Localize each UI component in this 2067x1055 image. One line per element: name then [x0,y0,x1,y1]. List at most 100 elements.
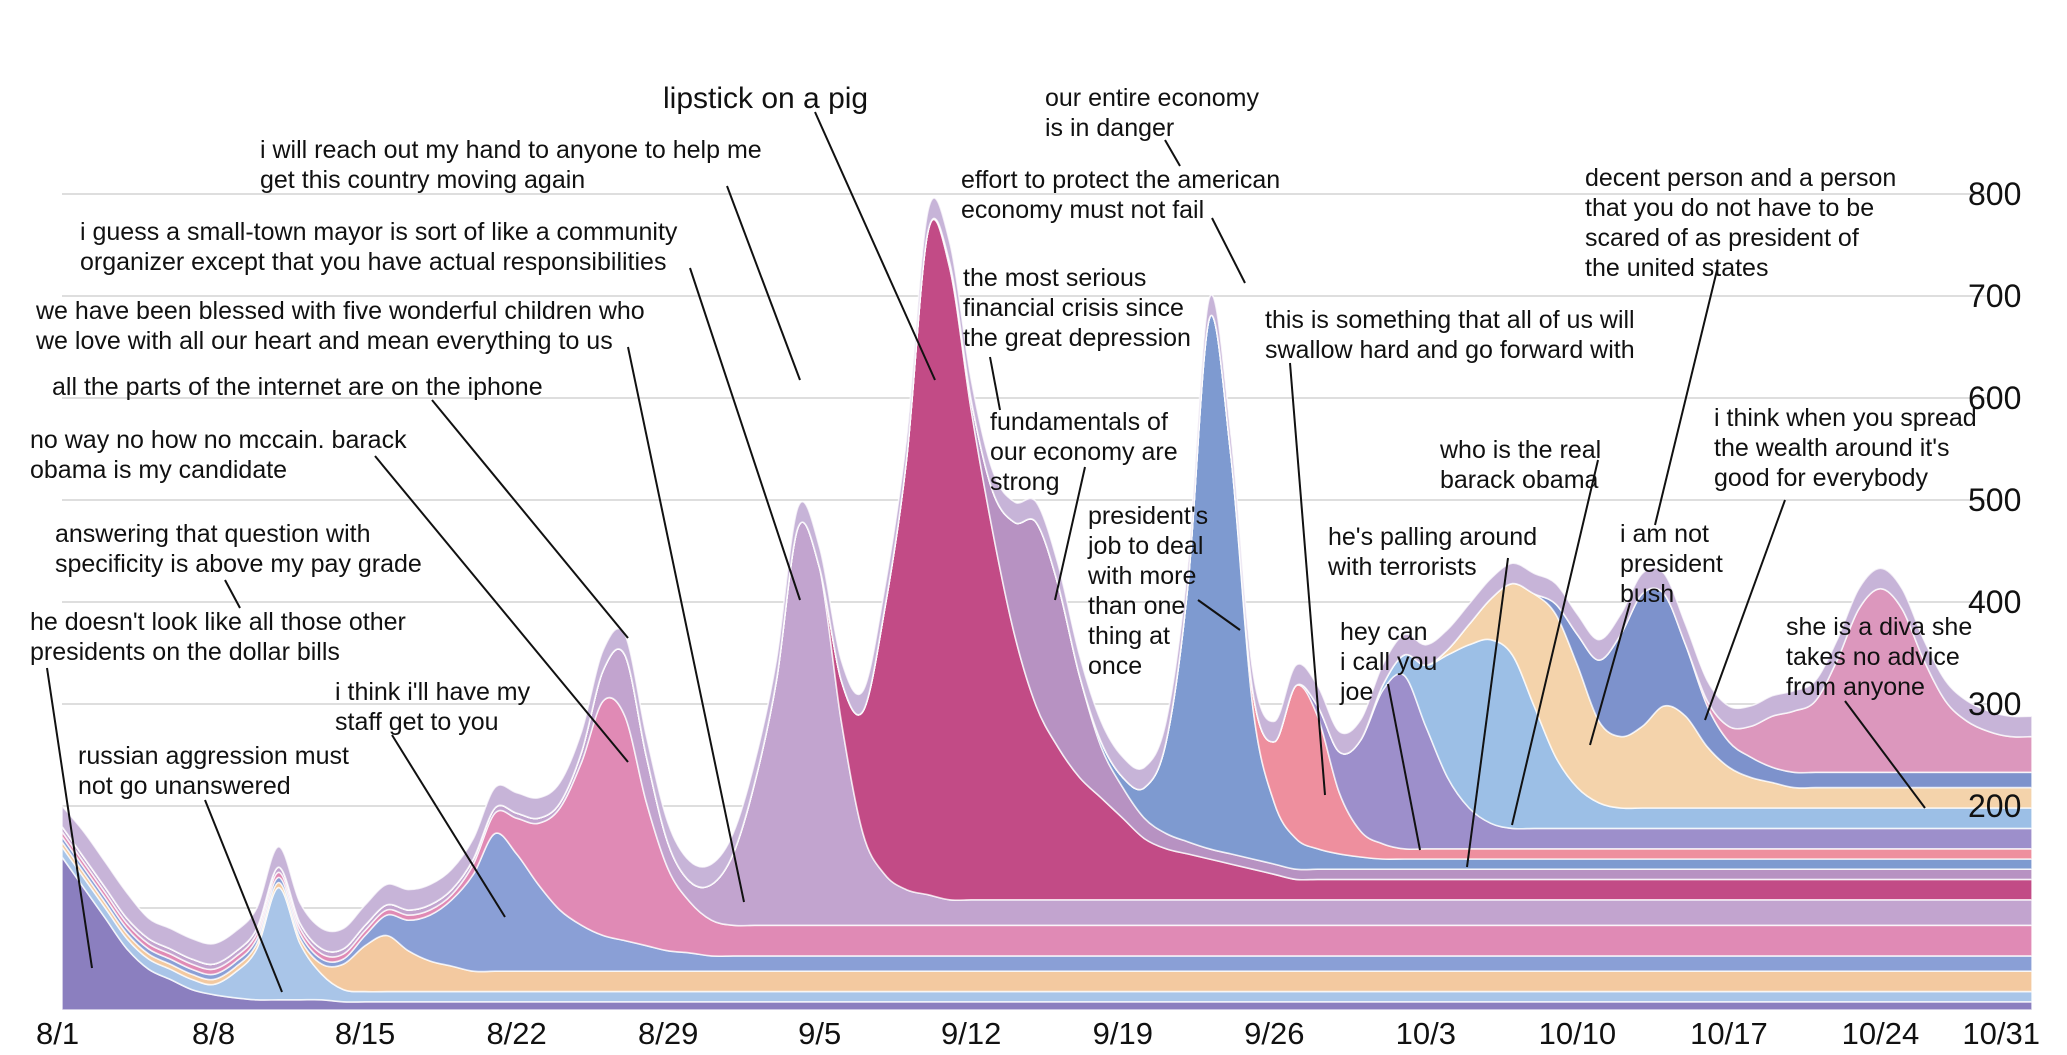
annotation-text: the most serious [963,264,1146,292]
annotation-text: all the parts of the internet are on the… [52,373,543,401]
annotation-text: thing at [1088,622,1170,650]
annotation-text: specificity is above my pay grade [55,550,422,578]
annotation-text: with terrorists [1327,553,1477,581]
y-tick-label: 300 [1968,686,2021,722]
annotation-text: effort to protect the american [961,166,1280,194]
annotation-leader-line [1466,557,1509,868]
x-tick-label: 8/22 [486,1016,546,1051]
annotation-text: we love with all our heart and mean ever… [35,327,613,355]
annotation-text: i think when you spread [1714,404,1977,432]
annotation-leader-line [1704,499,1786,721]
annotation-text: the great depression [963,324,1191,352]
annotation-text: lipstick on a pig [663,82,868,115]
annotation-leader-line [627,346,745,903]
annotation-text: scared of as president of [1585,224,1859,252]
annotation-quote: lipstick on a pig [663,82,868,115]
annotation-text: our economy are [990,438,1178,466]
leader-layer [46,111,1926,993]
annotation-leader-line [431,399,629,639]
annotation-text: swallow hard and go forward with [1265,336,1635,364]
annotation-text: he doesn't look like all those other [30,608,406,636]
annotation-leader-line [1289,362,1326,796]
annotation-leader-line [1164,139,1181,167]
annotation-text: from anyone [1786,673,1925,701]
annotation-text: we have been blessed with five wonderful… [35,297,645,325]
annotation-text: i think i'll have my [335,678,531,706]
annotation-leader-line [1387,683,1421,851]
annotation-text: the wealth around it's [1714,434,1949,462]
annotation-text: answering that question with [55,520,370,548]
annotation-text: she is a diva she [1786,613,1972,641]
y-axis: 200 300 400 500 600 700 800 [1968,176,2021,824]
annotation-leader-line [1589,602,1631,746]
annotation-text: presidents on the dollar bills [30,638,340,666]
annotation-leader-line [224,579,241,609]
annotation-text: bush [1620,580,1674,608]
annotation-text: i guess a small-town mayor is sort of li… [80,218,678,246]
annotation-leader-line [1197,599,1241,631]
annotation-leader-line [374,455,629,763]
annotation-quote: i guess a small-town mayor is sort of li… [80,218,678,276]
x-tick-label: 9/5 [798,1016,841,1051]
annotation-text: once [1088,652,1142,680]
annotation-text: get this country moving again [260,166,585,194]
x-axis: 8/1 8/8 8/15 8/22 8/29 9/5 9/12 9/19 9/26 10/3 10/… [36,1016,2040,1051]
annotation-text: that you do not have to be [1585,194,1874,222]
annotation-text: our entire economy [1045,84,1260,112]
annotation-text: barack obama [1440,466,1599,494]
annotation-leader-line [1211,217,1246,284]
annotation-leader-line [1511,459,1599,826]
annotation-leader-line [689,267,801,601]
x-tick-label: 9/12 [941,1016,1001,1051]
annotation-text: russian aggression must [78,742,349,770]
y-tick-label: 700 [1968,278,2021,314]
annotation-text: he's palling around [1328,523,1537,551]
annotation-leader-line [1844,700,1926,809]
annotation-leader-line [46,667,93,969]
annotation-text: good for everybody [1714,464,1929,492]
annotation-quote: answering that question withspecificity … [55,520,422,578]
y-tick-label: 600 [1968,380,2021,416]
annotation-text: who is the real [1439,436,1601,464]
annotation-text: decent person and a person [1585,164,1896,192]
annotation-text: this is something that all of us will [1265,306,1635,334]
annotation-text: is in danger [1045,114,1174,142]
x-tick-label: 9/19 [1093,1016,1153,1051]
x-tick-label: 10/17 [1690,1016,1768,1051]
stream-layer-15 [61,197,2033,966]
annotation-text: with more [1087,562,1196,590]
annotation-text: financial crisis since [963,294,1184,322]
annotation-text: president's [1088,502,1208,530]
annotation-text: staff get to you [335,708,499,736]
x-tick-label: 10/10 [1539,1016,1617,1051]
annotation-text: the united states [1585,254,1768,282]
y-tick-label: 200 [1968,788,2021,824]
annotation-leader-line [204,799,283,993]
annotation-leader-line [726,185,801,381]
annotation-text: president [1620,550,1723,578]
annotation-text: takes no advice [1786,643,1960,671]
annotation-quote: i will reach out my hand to anyone to he… [260,136,762,194]
annotation-text: i call you [1340,648,1437,676]
annotation-text: job to deal [1087,532,1203,560]
annotation-text: organizer except that you have actual re… [80,248,666,276]
annotation-quote: all the parts of the internet are on the… [52,373,543,401]
annotation-text: no way no how no mccain. barack [30,426,407,454]
annotation-text: joe [1339,678,1373,706]
annotation-text: obama is my candidate [30,456,287,484]
y-tick-label: 400 [1968,584,2021,620]
annotation-text: than one [1088,592,1185,620]
y-tick-label: 500 [1968,482,2021,518]
